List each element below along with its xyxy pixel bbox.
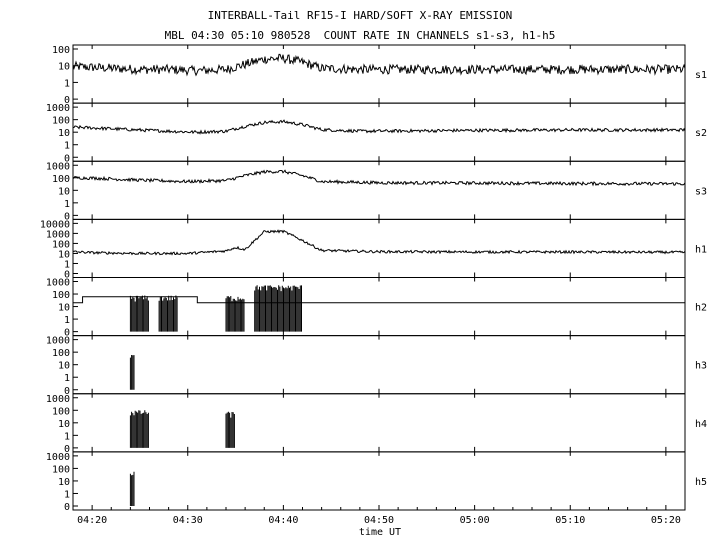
y-tick-label-s2-0: 0 <box>64 153 70 164</box>
y-tick-label-s1-100: 100 <box>52 45 70 56</box>
y-tick-label-h1-1000: 1000 <box>46 229 70 240</box>
x-tick-label-04-20: 04:20 <box>77 515 107 526</box>
x-tick-label-05-10: 05:10 <box>555 515 585 526</box>
chart-subtitle: MBL 04:30 05:10 980528 COUNT RATE IN CHA… <box>164 29 556 42</box>
panel-label-h1: h1 <box>695 244 707 255</box>
x-tick-label-05-20: 05:20 <box>651 515 681 526</box>
y-tick-label-h1-10000: 10000 <box>40 219 70 230</box>
series-line-s1 <box>72 53 686 77</box>
y-tick-label-h2-100: 100 <box>52 290 70 301</box>
burst-h4-1 <box>225 411 235 448</box>
y-tick-label-h3-1000: 1000 <box>46 336 70 347</box>
panel-label-s2: s2 <box>695 128 707 139</box>
y-tick-label-s3-1: 1 <box>64 199 70 210</box>
y-tick-label-h5-0: 0 <box>64 502 70 513</box>
y-tick-label-h4-1000: 1000 <box>46 394 70 405</box>
burst-h3-0 <box>129 355 135 390</box>
y-tick-label-h1-10: 10 <box>58 249 70 260</box>
y-tick-label-s3-1000: 1000 <box>46 161 70 172</box>
y-tick-label-h3-100: 100 <box>52 348 70 359</box>
burst-h5-0 <box>129 471 135 506</box>
panel-label-h2: h2 <box>695 303 707 314</box>
panel-frame-s1 <box>72 44 686 104</box>
y-tick-label-h4-0: 0 <box>64 444 70 455</box>
x-tick-label-04-50: 04:50 <box>364 515 394 526</box>
burst-h2-2 <box>225 296 245 332</box>
y-tick-label-h3-0: 0 <box>64 386 70 397</box>
burst-h2-0 <box>129 295 149 332</box>
burst-h2-1 <box>158 295 178 332</box>
x-tick-label-05-00: 05:00 <box>460 515 490 526</box>
series-line-s3 <box>72 169 686 187</box>
y-tick-label-s2-100: 100 <box>52 116 70 127</box>
y-tick-label-h4-1: 1 <box>64 431 70 442</box>
y-tick-label-s2-1000: 1000 <box>46 103 70 114</box>
x-axis-label: time UT <box>358 527 402 538</box>
series-line-h1 <box>72 229 686 256</box>
y-tick-label-s3-100: 100 <box>52 174 70 185</box>
x-tick-label-04-30: 04:30 <box>173 515 203 526</box>
x-tick-label-04-40: 04:40 <box>268 515 298 526</box>
panel-frame-s3 <box>72 160 686 220</box>
baseline-line-h2 <box>73 296 685 304</box>
y-tick-label-h1-0: 0 <box>64 270 70 281</box>
panel-label-h5: h5 <box>695 477 707 488</box>
y-tick-label-s2-10: 10 <box>58 128 70 139</box>
y-tick-label-s1-1: 1 <box>64 78 70 89</box>
y-tick-label-h2-10: 10 <box>58 303 70 314</box>
y-tick-label-h2-0: 0 <box>64 328 70 339</box>
panel-frame-h5 <box>72 451 686 511</box>
y-tick-label-h5-10: 10 <box>58 477 70 488</box>
panel-label-h4: h4 <box>695 419 707 430</box>
burst-h2-3 <box>254 285 302 332</box>
y-tick-label-h2-1: 1 <box>64 315 70 326</box>
y-tick-label-s3-10: 10 <box>58 186 70 197</box>
y-tick-label-h5-1: 1 <box>64 489 70 500</box>
y-tick-label-h3-10: 10 <box>58 361 70 372</box>
burst-h4-0 <box>129 410 149 448</box>
y-tick-label-h1-1: 1 <box>64 259 70 270</box>
panel-label-h3: h3 <box>695 361 707 372</box>
series-line-s2 <box>73 119 686 135</box>
y-tick-label-h1-100: 100 <box>52 239 70 250</box>
y-tick-label-h2-1000: 1000 <box>46 278 70 289</box>
panel-frame-h1 <box>72 218 686 278</box>
panel-frame-h3 <box>72 335 686 395</box>
panel-label-s1: s1 <box>695 70 707 81</box>
y-tick-label-h4-100: 100 <box>52 406 70 417</box>
y-tick-label-h4-10: 10 <box>58 419 70 430</box>
y-tick-label-h3-1: 1 <box>64 373 70 384</box>
chart-title: INTERBALL-Tail RF15-I HARD/SOFT X-RAY EM… <box>207 9 513 22</box>
y-tick-label-s1-0: 0 <box>64 95 70 106</box>
y-tick-label-s1-10: 10 <box>58 62 70 73</box>
y-tick-label-h5-1000: 1000 <box>46 452 70 463</box>
y-tick-label-h5-100: 100 <box>52 464 70 475</box>
panel-frame-h4 <box>72 393 686 453</box>
y-tick-label-s2-1: 1 <box>64 141 70 152</box>
y-tick-label-s3-0: 0 <box>64 211 70 222</box>
panel-label-s3: s3 <box>695 186 707 197</box>
